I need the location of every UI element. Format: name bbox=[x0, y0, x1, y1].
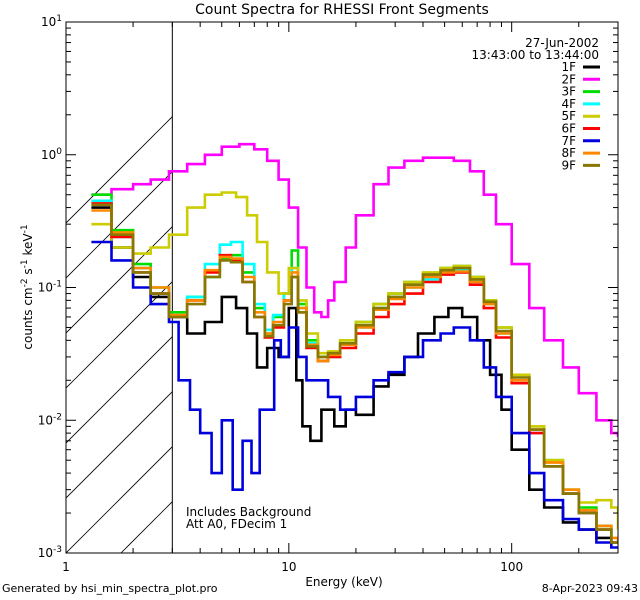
x-axis-label: Energy (keV) bbox=[305, 575, 382, 589]
background-note: Includes Background bbox=[186, 505, 311, 519]
legend-label-1F: 1F bbox=[561, 60, 576, 74]
series-line-4F bbox=[91, 199, 618, 544]
legend-label-4F: 4F bbox=[561, 97, 576, 111]
y-tick-label: 101 bbox=[41, 14, 62, 29]
hatch-line bbox=[66, 391, 173, 499]
hatch-line bbox=[341, 22, 640, 553]
y-tick-label: 10-1 bbox=[38, 280, 62, 295]
attenuator-note: Att A0, FDecim 1 bbox=[186, 517, 287, 531]
hatch-line bbox=[286, 22, 640, 553]
series-line-8F bbox=[91, 209, 618, 543]
legend-label-7F: 7F bbox=[561, 134, 576, 148]
series-line-6F bbox=[91, 202, 618, 544]
series-line-9F bbox=[91, 203, 618, 544]
series-line-2F bbox=[91, 142, 618, 437]
x-tick-label: 100 bbox=[500, 560, 523, 574]
legend-label-3F: 3F bbox=[561, 85, 576, 99]
hatch-line bbox=[66, 446, 173, 553]
date-label: 27-Jun-2002 bbox=[525, 36, 599, 50]
legend-label-5F: 5F bbox=[561, 109, 576, 123]
chart-title: Count Spectra for RHESSI Front Segments bbox=[195, 2, 489, 18]
y-tick-label: 10-3 bbox=[38, 545, 62, 560]
y-tick-label: 100 bbox=[41, 147, 62, 162]
footer-generator: Generated by hsi_min_spectra_plot.pro bbox=[2, 582, 218, 595]
legend-label-8F: 8F bbox=[561, 146, 576, 160]
y-axis-label: counts cm-2 s-1 keV-1 bbox=[20, 224, 35, 349]
hatch-line bbox=[396, 22, 640, 553]
axis-ticks: 1 10 100 10-3 10-2 10-1 100 101 bbox=[38, 14, 619, 574]
legend-label-6F: 6F bbox=[561, 122, 576, 136]
series-line-7F bbox=[91, 240, 618, 549]
hatch-line bbox=[66, 226, 173, 334]
series-group bbox=[91, 142, 618, 549]
series-line-1F bbox=[91, 206, 618, 544]
footer-timestamp: 8-Apr-2023 09:43 bbox=[541, 582, 638, 595]
y-tick-label: 10-2 bbox=[38, 412, 62, 427]
time-range-label: 13:43:00 to 13:44:00 bbox=[472, 48, 599, 62]
legend-label-2F: 2F bbox=[561, 72, 576, 86]
legend-label-9F: 9F bbox=[561, 158, 576, 172]
x-tick-label: 1 bbox=[62, 560, 70, 574]
hatch-line bbox=[616, 22, 640, 553]
x-tick-label: 10 bbox=[281, 560, 296, 574]
